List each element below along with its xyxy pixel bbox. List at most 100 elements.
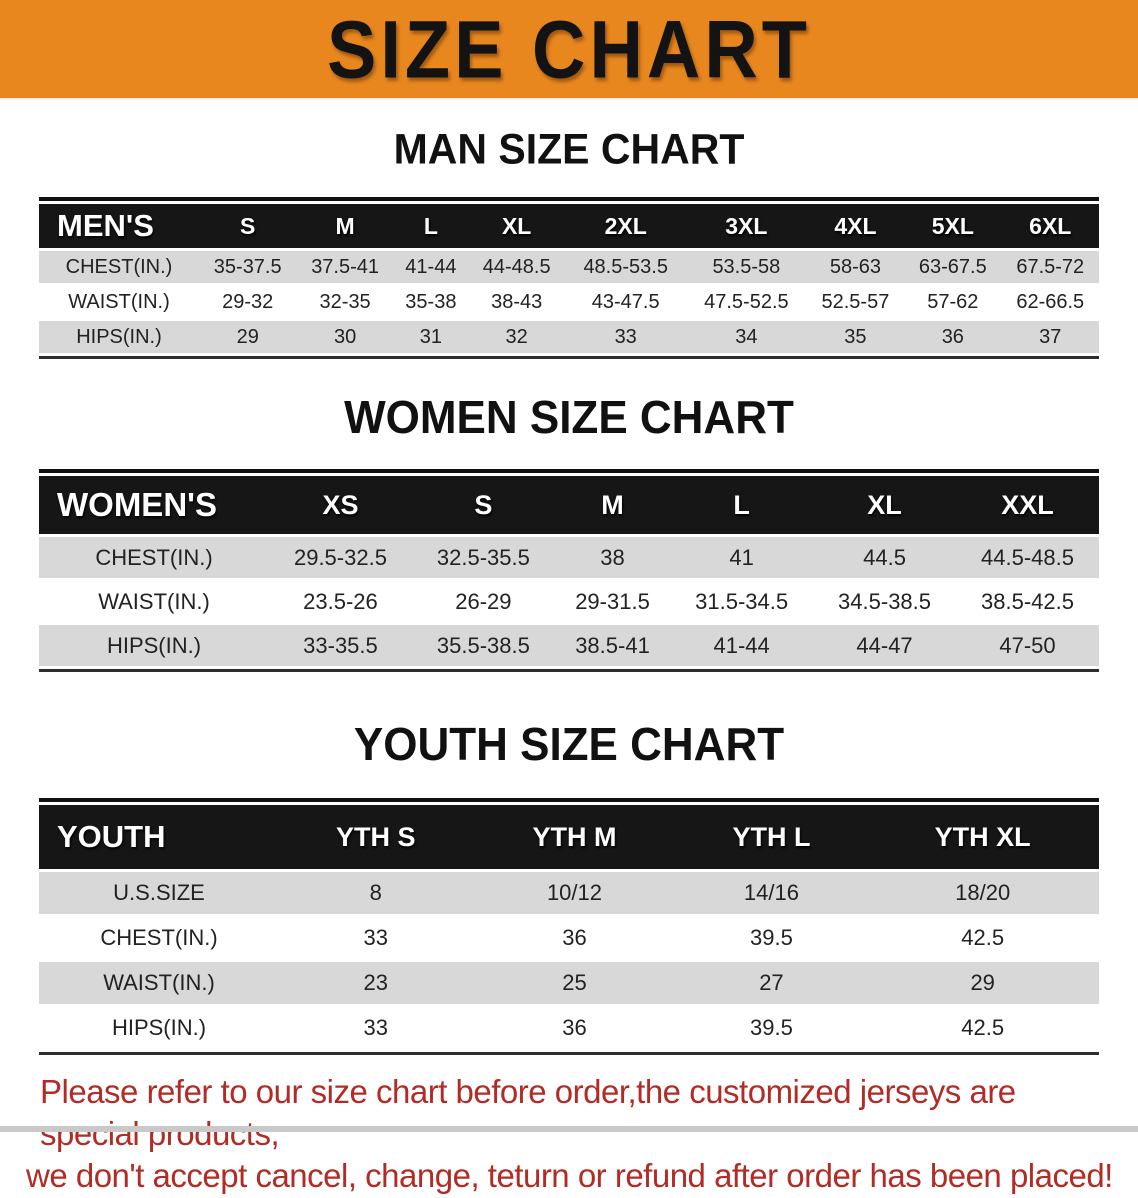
women-row-2: HIPS(IN.) 33-35.5 35.5-38.5 38.5-41 41-44 44-… (39, 625, 1099, 666)
women-row-0-label: CHEST(IN.) (39, 537, 269, 578)
men-row-0-cell-8: 67.5-72 (1001, 251, 1099, 283)
women-row-2-cell-5: 47-50 (956, 625, 1099, 666)
women-row-1-cell-0: 23.5-26 (269, 581, 412, 622)
youth-section-heading: YOUTH SIZE CHART (353, 719, 785, 771)
men-header-row: MEN'S S M L XL 2XL 3XL 4XL 5XL 6XL (39, 204, 1099, 248)
youth-size-col-1: YTH M (472, 805, 677, 869)
youth-table-label: YOUTH (39, 805, 279, 869)
youth-size-table: YOUTH YTH S YTH M YTH L YTH XL U.S.SIZE 8 10/12… (39, 798, 1099, 1055)
men-row-1: WAIST(IN.) 29-32 32-35 35-38 38-43 43-47.5 47.… (39, 286, 1099, 318)
youth-row-2-cell-1: 25 (472, 962, 677, 1004)
women-row-1-cell-1: 26-29 (411, 581, 555, 622)
men-row-0-cell-0: 35-37.5 (199, 251, 297, 283)
men-row-2-cell-0: 29 (199, 321, 297, 353)
youth-size-col-0: YTH S (279, 805, 473, 869)
youth-row-3: HIPS(IN.) 33 36 39.5 42.5 (39, 1007, 1099, 1049)
youth-row-0-cell-2: 14/16 (676, 872, 867, 914)
men-row-1-cell-3: 38-43 (467, 286, 566, 318)
women-size-col-2: M (554, 476, 671, 534)
men-row-1-cell-4: 43-47.5 (565, 286, 687, 318)
women-row-0-cell-2: 38 (554, 537, 671, 578)
women-row-2-cell-3: 41-44 (670, 625, 814, 666)
youth-row-2-cell-0: 23 (279, 962, 473, 1004)
disclaimer: Please refer to our size chart before or… (26, 1071, 1118, 1198)
men-size-col-2: L (393, 204, 468, 248)
men-section-heading: MAN SIZE CHART (393, 124, 745, 174)
youth-row-3-cell-0: 33 (279, 1007, 473, 1049)
men-size-col-4: 2XL (565, 204, 687, 248)
women-row-0-cell-1: 32.5-35.5 (411, 537, 555, 578)
men-row-1-cell-5: 47.5-52.5 (686, 286, 807, 318)
men-row-2-cell-2: 31 (393, 321, 468, 353)
women-row-0-cell-5: 44.5-48.5 (956, 537, 1099, 578)
women-row-2-label: HIPS(IN.) (39, 625, 269, 666)
youth-row-0-cell-0: 8 (279, 872, 473, 914)
women-header-row: WOMEN'S XS S M L XL XXL (39, 476, 1099, 534)
men-size-table: MEN'S S M L XL 2XL 3XL 4XL 5XL 6XL CHEST(IN.) 35-37… (39, 197, 1099, 359)
youth-row-0: U.S.SIZE 8 10/12 14/16 18/20 (39, 872, 1099, 914)
youth-row-0-cell-1: 10/12 (472, 872, 677, 914)
men-row-2-cell-1: 30 (296, 321, 394, 353)
youth-size-col-2: YTH L (676, 805, 867, 869)
youth-row-3-label: HIPS(IN.) (39, 1007, 279, 1049)
men-row-0-cell-4: 48.5-53.5 (565, 251, 687, 283)
men-size-col-3: XL (467, 204, 566, 248)
women-size-section: WOMEN SIZE CHART WOMEN'S XS S M L XL XXL CHEST(… (0, 359, 1138, 672)
youth-header-row: YOUTH YTH S YTH M YTH L YTH XL (39, 805, 1099, 869)
youth-row-1-cell-3: 42.5 (866, 917, 1099, 959)
men-row-1-cell-2: 35-38 (393, 286, 468, 318)
men-row-0-cell-7: 63-67.5 (904, 251, 1002, 283)
men-size-col-7: 5XL (904, 204, 1002, 248)
youth-row-3-cell-3: 42.5 (866, 1007, 1099, 1049)
women-row-2-cell-1: 35.5-38.5 (411, 625, 555, 666)
men-table-label: MEN'S (39, 204, 199, 248)
youth-row-3-cell-2: 39.5 (676, 1007, 867, 1049)
women-size-col-3: L (670, 476, 814, 534)
youth-size-section: YOUTH SIZE CHART YOUTH YTH S YTH M YTH L YTH… (0, 672, 1138, 1055)
women-row-1-label: WAIST(IN.) (39, 581, 269, 622)
men-row-1-cell-0: 29-32 (199, 286, 297, 318)
men-row-0-label: CHEST(IN.) (39, 251, 199, 283)
men-row-1-cell-7: 57-62 (904, 286, 1002, 318)
men-row-2-cell-7: 36 (904, 321, 1002, 353)
women-row-1-cell-5: 38.5-42.5 (956, 581, 1099, 622)
youth-row-0-label: U.S.SIZE (39, 872, 279, 914)
men-row-2-cell-3: 32 (467, 321, 566, 353)
youth-row-1-label: CHEST(IN.) (39, 917, 279, 959)
men-row-0-cell-6: 58-63 (806, 251, 905, 283)
men-row-1-cell-6: 52.5-57 (806, 286, 905, 318)
men-size-col-8: 6XL (1001, 204, 1099, 248)
men-row-0-cell-1: 37.5-41 (296, 251, 394, 283)
page-title: SIZE CHART (327, 3, 811, 95)
men-row-1-label: WAIST(IN.) (39, 286, 199, 318)
bottom-divider (0, 1126, 1138, 1132)
disclaimer-line-2: we don't accept cancel, change, teturn o… (26, 1157, 1113, 1195)
men-row-2-cell-5: 34 (686, 321, 807, 353)
women-row-2-cell-4: 44-47 (813, 625, 956, 666)
men-row-2: HIPS(IN.) 29 30 31 32 33 34 35 36 37 (39, 321, 1099, 353)
men-size-section: MAN SIZE CHART MEN'S S M L XL 2XL 3XL 4XL 5XL 6XL… (0, 100, 1138, 359)
men-size-col-6: 4XL (806, 204, 905, 248)
youth-row-1-cell-2: 39.5 (676, 917, 867, 959)
men-row-0-cell-2: 41-44 (393, 251, 468, 283)
men-row-2-label: HIPS(IN.) (39, 321, 199, 353)
women-row-0-cell-0: 29.5-32.5 (269, 537, 412, 578)
men-row-1-cell-8: 62-66.5 (1001, 286, 1099, 318)
men-row-2-cell-8: 37 (1001, 321, 1099, 353)
youth-row-3-cell-1: 36 (472, 1007, 677, 1049)
youth-row-2-cell-3: 29 (866, 962, 1099, 1004)
men-row-2-cell-4: 33 (565, 321, 687, 353)
men-row-0-cell-5: 53.5-58 (686, 251, 807, 283)
women-row-1-cell-2: 29-31.5 (554, 581, 671, 622)
men-size-col-1: M (296, 204, 394, 248)
women-row-2-cell-0: 33-35.5 (269, 625, 412, 666)
youth-row-1-cell-0: 33 (279, 917, 473, 959)
banner: SIZE CHART (0, 0, 1138, 100)
women-row-0: CHEST(IN.) 29.5-32.5 32.5-35.5 38 41 44.5 44.5… (39, 537, 1099, 578)
youth-row-1: CHEST(IN.) 33 36 39.5 42.5 (39, 917, 1099, 959)
youth-row-0-cell-3: 18/20 (866, 872, 1099, 914)
women-size-col-1: S (411, 476, 555, 534)
women-row-2-cell-2: 38.5-41 (554, 625, 671, 666)
men-row-0: CHEST(IN.) 35-37.5 37.5-41 41-44 44-48.5 48.5… (39, 251, 1099, 283)
